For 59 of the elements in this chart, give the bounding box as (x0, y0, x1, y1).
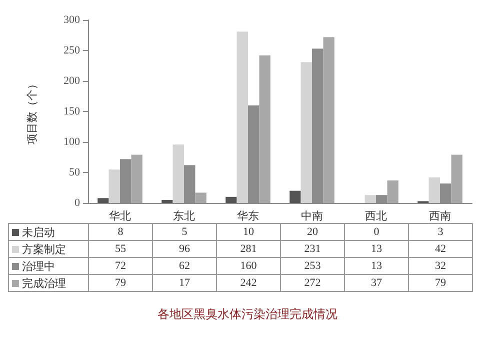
data-label: 96 (152, 240, 216, 258)
data-label: 55 (88, 240, 152, 258)
y-tick-label: 100 (64, 136, 80, 148)
bar (108, 169, 120, 203)
data-label: 13 (344, 240, 408, 258)
legend-label: 完成治理 (8, 274, 88, 292)
data-label: 79 (408, 274, 472, 292)
bar (300, 62, 312, 203)
y-tick-label: 150 (64, 106, 80, 118)
data-label: 13 (344, 258, 408, 274)
bar (98, 198, 109, 203)
bar (172, 144, 184, 203)
text: 各地区黑臭水体污染治理完成情况 (156, 306, 338, 323)
bar (259, 55, 270, 203)
data-label: 79 (88, 274, 152, 292)
data-label: 17 (152, 274, 216, 292)
y-tick-label: 200 (64, 75, 80, 87)
data-label: 281 (216, 240, 280, 258)
bar (323, 37, 334, 203)
legend-label: 未启动 (8, 224, 88, 240)
data-label: 160 (216, 258, 280, 274)
x-tick-label: 中南 (301, 210, 323, 222)
bar (290, 190, 301, 203)
data-label: 3 (408, 224, 472, 240)
data-label: 62 (152, 258, 216, 274)
bar (428, 177, 440, 203)
data-label: 0 (344, 224, 408, 240)
data-label: 10 (216, 224, 280, 240)
data-label: 242 (216, 274, 280, 292)
y-tick-label: 300 (64, 14, 80, 26)
bar (162, 200, 173, 203)
bar (364, 195, 376, 203)
bar (451, 154, 462, 203)
x-tick-label: 东北 (173, 210, 195, 222)
x-tick-label: 西南 (429, 210, 451, 222)
x-tick-label: 西北 (365, 210, 387, 222)
x-tick-label: 华北 (109, 210, 131, 222)
y-tick-label: 50 (69, 166, 80, 178)
data-label: 231 (280, 240, 344, 258)
bar (236, 32, 248, 203)
y-tick-label: 0 (74, 197, 80, 209)
data-label: 72 (88, 258, 152, 274)
bar (195, 192, 206, 203)
data-label: 32 (408, 258, 472, 274)
data-label: 272 (280, 274, 344, 292)
data-label: 253 (280, 258, 344, 274)
y-tick-label: 250 (64, 44, 80, 56)
data-label: 8 (88, 224, 152, 240)
legend-label: 治理中 (8, 258, 88, 274)
data-label: 42 (408, 240, 472, 258)
bar (226, 196, 237, 203)
data-label: 20 (280, 224, 344, 240)
y-axis-title: 项目数（个） (26, 78, 38, 144)
x-tick-label: 华东 (237, 210, 259, 222)
bar (131, 154, 142, 203)
legend-label: 方案制定 (8, 240, 88, 258)
data-label: 37 (344, 274, 408, 292)
data-label: 5 (152, 224, 216, 240)
bar (387, 180, 398, 203)
